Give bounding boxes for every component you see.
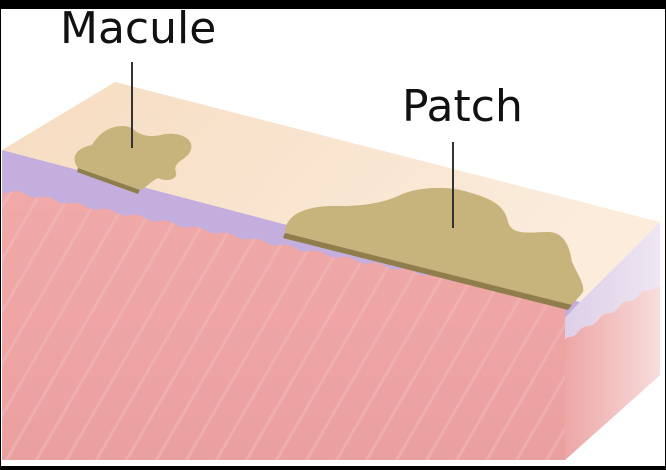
dermis-upper-stripes — [2, 190, 565, 461]
epidermis-side-face — [565, 222, 660, 340]
patch-lesion — [285, 187, 584, 305]
macule-lesion — [74, 125, 192, 190]
patch-label: Patch — [402, 81, 523, 132]
dermis-side-upper — [565, 285, 660, 460]
macule-label: Macule — [60, 3, 216, 54]
patch-edge — [283, 233, 572, 310]
macule-edge — [77, 168, 140, 194]
